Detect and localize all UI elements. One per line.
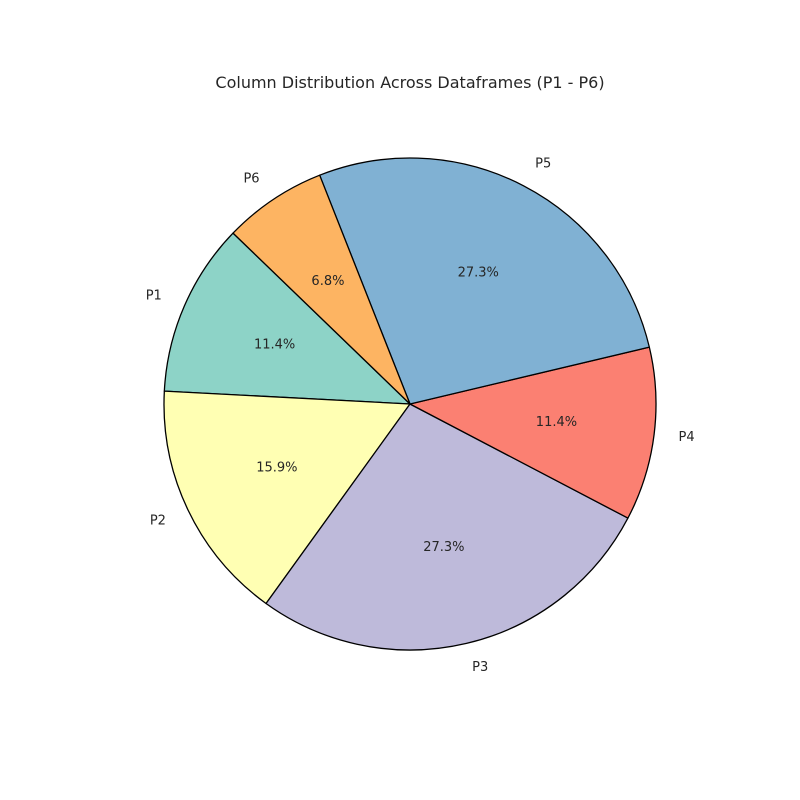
pie-slices [163, 157, 657, 651]
category-labels: P1 P2 P3 P4 P5 P6 [146, 157, 695, 675]
slice-label-p6: P6 [243, 172, 259, 187]
chart-title: Column Distribution Across Dataframes (P… [215, 73, 604, 92]
pie-slice-p1 [163, 232, 411, 405]
percentage-labels: 11.4% 15.9% 27.3% 11.4% 27.3% 6.8% [254, 266, 577, 556]
pct-label-p6: 6.8% [311, 274, 344, 289]
pct-label-p1: 11.4% [254, 338, 295, 353]
slice-label-p1: P1 [146, 289, 162, 304]
slice-label-p5: P5 [535, 157, 551, 172]
slice-label-p4: P4 [679, 430, 695, 445]
pie-slice-p2 [163, 390, 411, 605]
pct-label-p5: 27.3% [458, 266, 499, 281]
pie-slice-p6 [232, 174, 411, 405]
pct-label-p2: 15.9% [256, 460, 297, 475]
pct-label-p3: 27.3% [423, 540, 464, 555]
pie-slice-p5 [319, 157, 650, 405]
pie-slice-p3 [265, 403, 629, 651]
slice-label-p3: P3 [472, 660, 488, 675]
slice-label-p2: P2 [150, 513, 166, 528]
pct-label-p4: 11.4% [536, 415, 577, 430]
